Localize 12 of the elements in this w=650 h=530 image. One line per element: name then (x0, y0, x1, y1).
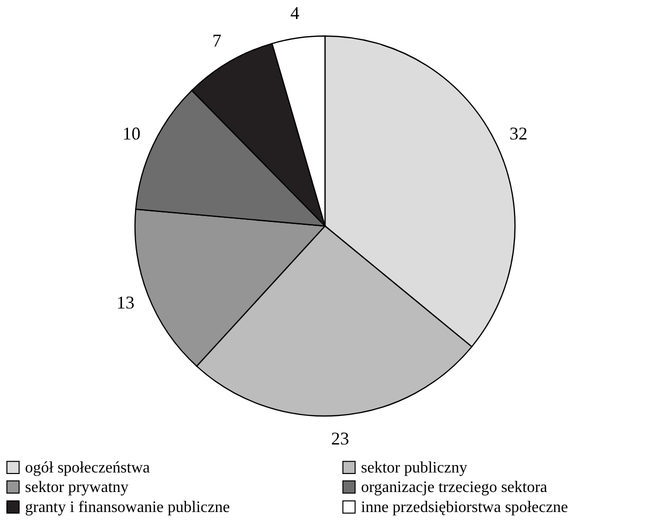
legend-label: granty i finansowanie publiczne (25, 499, 230, 516)
legend-label: organizacje trzeciego sektora (361, 479, 548, 496)
data-label: 10 (122, 124, 140, 144)
data-label: 4 (290, 3, 300, 24)
legend-label: inne przedsiębiorstwa społeczne (361, 499, 568, 516)
legend-label: sektor publiczny (361, 459, 468, 476)
data-label: 23 (331, 428, 350, 448)
data-label: 32 (510, 124, 528, 144)
data-label: 13 (116, 292, 135, 313)
legend-label: ogół społeczeństwa (25, 459, 150, 476)
legend-label: sektor prywatny (25, 479, 129, 496)
data-label: 7 (212, 30, 222, 50)
